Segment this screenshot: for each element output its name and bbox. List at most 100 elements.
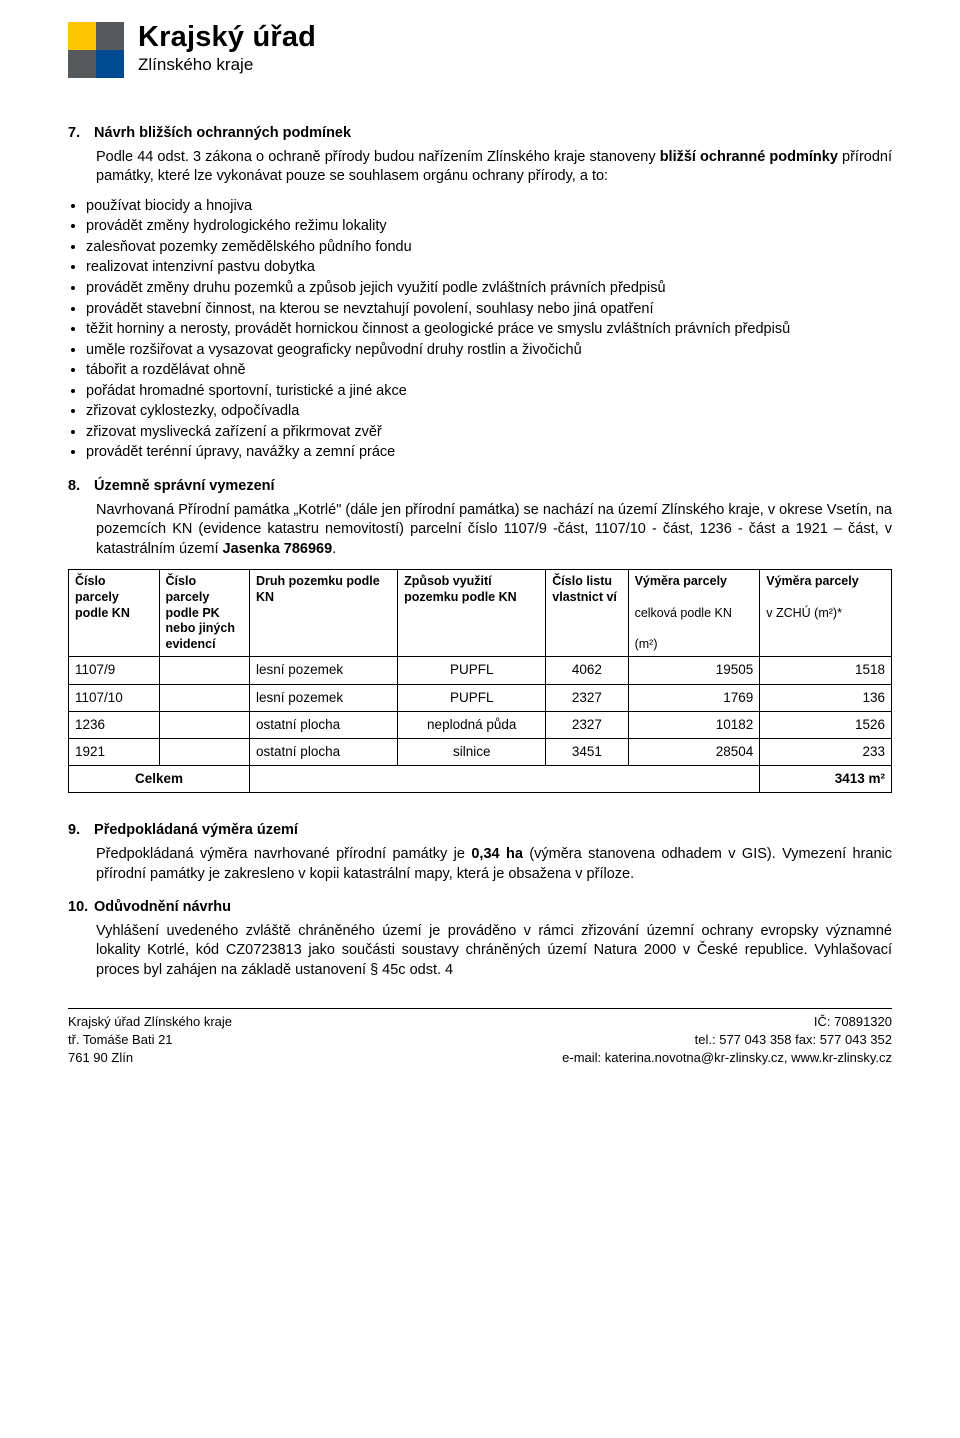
cell-zpusob: PUPFL — [398, 684, 546, 711]
cell-zpusob: neplodná půda — [398, 711, 546, 738]
footer-right: IČ: 70891320 tel.: 577 043 358 fax: 577 … — [562, 1013, 892, 1066]
th-pk: Číslo parcely podle PK nebo jiných evide… — [159, 570, 250, 657]
cell-kn: 1236 — [69, 711, 160, 738]
cell-druh: lesní pozemek — [250, 684, 398, 711]
cell-pk — [159, 739, 250, 766]
section-num: 8. — [68, 477, 90, 497]
section-title: Územně správní vymezení — [94, 478, 275, 494]
table-header-row: Číslo parcely podle KN Číslo parcely pod… — [69, 570, 892, 657]
list-item: zalesňovat pozemky zemědělského půdního … — [86, 238, 892, 258]
list-item: provádět terénní úpravy, navážky a zemní… — [86, 443, 892, 463]
list-item: uměle rozšiřovat a vysazovat geograficky… — [86, 341, 892, 361]
cell-vym-zchu: 1526 — [760, 711, 892, 738]
list-item: provádět stavební činnost, na kterou se … — [86, 300, 892, 320]
section-9-heading: 9. Předpokládaná výměra území — [68, 821, 892, 841]
text: v ZCHÚ (m²)* — [766, 606, 842, 620]
cell-druh: ostatní plocha — [250, 739, 398, 766]
list-item: tábořit a rozdělávat ohně — [86, 361, 892, 381]
th-vymera-zchu: Výměra parcely v ZCHÚ (m²)* — [760, 570, 892, 657]
text: . — [332, 541, 336, 557]
th-list: Číslo listu vlastnict ví — [546, 570, 628, 657]
cell-pk — [159, 711, 250, 738]
table-total-row: Celkem 3413 m² — [69, 766, 892, 793]
cell-kn: 1107/10 — [69, 684, 160, 711]
page-footer: Krajský úřad Zlínského kraje tř. Tomáše … — [68, 1008, 892, 1066]
total-label: Celkem — [69, 766, 250, 793]
text: celková podle KN — [635, 606, 732, 620]
section-title: Předpokládaná výměra území — [94, 822, 298, 838]
logo-line-1: Krajský úřad — [138, 22, 316, 52]
section-9-body: Předpokládaná výměra navrhované přírodní… — [96, 845, 892, 884]
list-item: zřizovat myslivecká zařízení a přikrmova… — [86, 423, 892, 443]
table-row: 1921ostatní plochasilnice345128504233 — [69, 739, 892, 766]
th-kn: Číslo parcely podle KN — [69, 570, 160, 657]
section-8-heading: 8. Územně správní vymezení — [68, 477, 892, 497]
footer-tel: tel.: 577 043 358 fax: 577 043 352 — [562, 1031, 892, 1049]
list-item: zřizovat cyklostezky, odpočívadla — [86, 402, 892, 422]
cell-vym-zchu: 233 — [760, 739, 892, 766]
list-item: provádět změny druhu pozemků a způsob je… — [86, 279, 892, 299]
list-item: používat biocidy a hnojiva — [86, 197, 892, 217]
cell-vym-zchu: 136 — [760, 684, 892, 711]
header-logo-block: Krajský úřad Zlínského kraje — [68, 22, 892, 78]
section-7-heading: 7. Návrh bližších ochranných podmínek — [68, 124, 892, 144]
footer-org: Krajský úřad Zlínského kraje — [68, 1013, 232, 1031]
section-7-bullets: používat biocidy a hnojivaprovádět změny… — [86, 197, 892, 463]
th-zpusob: Způsob využití pozemku podle KN — [398, 570, 546, 657]
text: Předpokládaná výměra navrhované přírodní… — [96, 846, 471, 862]
total-span — [250, 766, 760, 793]
cell-list: 2327 — [546, 711, 628, 738]
table-row: 1107/10 lesní pozemekPUPFL23271769136 — [69, 684, 892, 711]
parcel-table: Číslo parcely podle KN Číslo parcely pod… — [68, 569, 892, 793]
cell-zpusob: PUPFL — [398, 657, 546, 684]
cell-list: 2327 — [546, 684, 628, 711]
logo-text: Krajský úřad Zlínského kraje — [138, 22, 316, 77]
footer-addr2: 761 90 Zlín — [68, 1049, 232, 1067]
cell-vym-zchu: 1518 — [760, 657, 892, 684]
text: Výměra parcely — [635, 574, 727, 588]
footer-left: Krajský úřad Zlínského kraje tř. Tomáše … — [68, 1013, 232, 1066]
section-title: Odůvodnění návrhu — [94, 899, 231, 915]
text: Podle 44 odst. 3 zákona o ochraně přírod… — [96, 149, 660, 165]
list-item: těžit horniny a nerosty, provádět hornic… — [86, 320, 892, 340]
section-10-heading: 10. Odůvodnění návrhu — [68, 898, 892, 918]
text-bold: 0,34 ha — [471, 846, 523, 862]
section-7-intro: Podle 44 odst. 3 zákona o ochraně přírod… — [96, 148, 892, 187]
cell-zpusob: silnice — [398, 739, 546, 766]
footer-addr1: tř. Tomáše Bati 21 — [68, 1031, 232, 1049]
cell-list: 3451 — [546, 739, 628, 766]
cell-vym-kn: 1769 — [628, 684, 760, 711]
logo-line-2: Zlínského kraje — [138, 54, 316, 77]
cell-vym-kn: 19505 — [628, 657, 760, 684]
section-10-body: Vyhlášení uvedeného zvláště chráněného ú… — [96, 922, 892, 981]
logo-mark — [68, 22, 124, 78]
section-num: 10. — [68, 898, 90, 918]
list-item: pořádat hromadné sportovní, turistické a… — [86, 382, 892, 402]
text: Výměra parcely — [766, 574, 858, 588]
section-num: 9. — [68, 821, 90, 841]
section-title: Návrh bližších ochranných podmínek — [94, 125, 351, 141]
cell-vym-kn: 10182 — [628, 711, 760, 738]
cell-druh: lesní pozemek — [250, 657, 398, 684]
section-8-body: Navrhovaná Přírodní památka „Kotrlé" (dá… — [96, 501, 892, 560]
cell-pk — [159, 657, 250, 684]
th-druh: Druh pozemku podle KN — [250, 570, 398, 657]
cell-pk — [159, 684, 250, 711]
total-value: 3413 m² — [760, 766, 892, 793]
text: Navrhovaná Přírodní památka „Kotrlé" (dá… — [96, 502, 892, 557]
th-vymera-kn: Výměra parcely celková podle KN (m²) — [628, 570, 760, 657]
section-num: 7. — [68, 124, 90, 144]
table-row: 1107/9 lesní pozemekPUPFL4062195051518 — [69, 657, 892, 684]
table-row: 1236 ostatní plochaneplodná půda232710182… — [69, 711, 892, 738]
list-item: provádět změny hydrologického režimu lok… — [86, 217, 892, 237]
text-bold: bližší ochranné podmínky — [660, 149, 838, 165]
footer-ic: IČ: 70891320 — [562, 1013, 892, 1031]
cell-druh: ostatní plocha — [250, 711, 398, 738]
list-item: realizovat intenzivní pastvu dobytka — [86, 258, 892, 278]
cell-kn: 1107/9 — [69, 657, 160, 684]
text: (m²) — [635, 637, 658, 651]
cell-list: 4062 — [546, 657, 628, 684]
text-bold: Jasenka 786969 — [223, 541, 333, 557]
footer-email: e-mail: katerina.novotna@kr-zlinsky.cz, … — [562, 1049, 892, 1067]
cell-kn: 1921 — [69, 739, 160, 766]
